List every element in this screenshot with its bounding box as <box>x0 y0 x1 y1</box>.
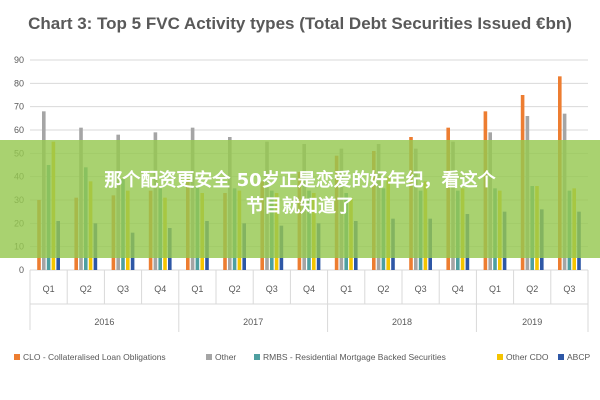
y-tick-label: 80 <box>14 78 24 88</box>
legend-label: ABCP <box>567 352 590 362</box>
legend-swatch <box>497 354 503 360</box>
y-tick-label: 60 <box>14 125 24 135</box>
x-tick-label: Q3 <box>266 284 278 294</box>
promo-overlay-text[interactable]: 那个配资更安全 50岁正是恋爱的好年纪，看这个 节目就知道了 <box>10 168 590 220</box>
x-tick-label: Q1 <box>43 284 55 294</box>
year-label: 2017 <box>243 317 263 327</box>
x-tick-label: Q2 <box>80 284 92 294</box>
promo-overlay-line-1[interactable]: 那个配资更安全 50岁正是恋爱的好年纪，看这个 <box>104 170 496 191</box>
legend-label: CLO - Collateralised Loan Obligations <box>23 352 166 362</box>
x-tick-label: Q2 <box>229 284 241 294</box>
x-tick-label: Q1 <box>489 284 501 294</box>
x-tick-label: Q2 <box>526 284 538 294</box>
x-tick-label: Q2 <box>377 284 389 294</box>
year-label: 2018 <box>392 317 412 327</box>
promo-overlay-line-2[interactable]: 节目就知道了 <box>246 196 354 217</box>
year-label: 2016 <box>94 317 114 327</box>
chart-title: Chart 3: Top 5 FVC Activity types (Total… <box>28 14 572 33</box>
x-tick-label: Q4 <box>303 284 315 294</box>
y-tick-label: 90 <box>14 55 24 65</box>
x-tick-label: Q4 <box>154 284 166 294</box>
x-tick-label: Q3 <box>563 284 575 294</box>
legend-swatch <box>206 354 212 360</box>
x-tick-label: Q3 <box>117 284 129 294</box>
legend-swatch <box>254 354 260 360</box>
legend-swatch <box>14 354 20 360</box>
legend-label: Other <box>215 352 236 362</box>
promo-overlay-band[interactable] <box>0 140 600 258</box>
x-tick-label: Q1 <box>340 284 352 294</box>
x-tick-label: Q1 <box>191 284 203 294</box>
x-tick-label: Q3 <box>415 284 427 294</box>
y-tick-label: 0 <box>19 265 24 275</box>
legend-label: RMBS - Residential Mortgage Backed Secur… <box>263 352 446 362</box>
y-tick-label: 70 <box>14 102 24 112</box>
year-label: 2019 <box>522 317 542 327</box>
legend-swatch <box>558 354 564 360</box>
x-tick-label: Q4 <box>452 284 464 294</box>
legend-label: Other CDO <box>506 352 549 362</box>
